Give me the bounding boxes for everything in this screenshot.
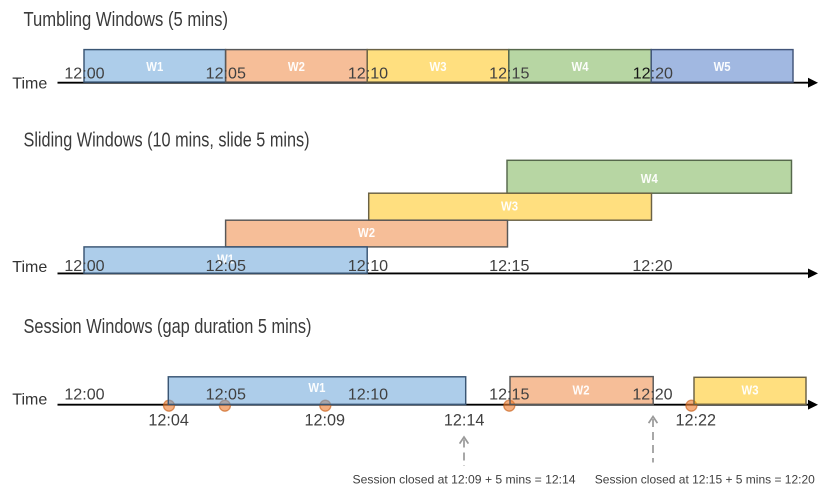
svg-text:Time: Time bbox=[12, 259, 47, 276]
svg-text::20: :20 bbox=[651, 65, 673, 83]
svg-text:Time: Time bbox=[12, 392, 47, 409]
svg-text:W5: W5 bbox=[714, 59, 731, 74]
svg-text:12:15: 12:15 bbox=[489, 257, 529, 275]
svg-text:12:14: 12:14 bbox=[444, 412, 485, 430]
svg-text:Time: Time bbox=[12, 75, 47, 92]
svg-text:12:05: 12:05 bbox=[206, 257, 246, 275]
svg-text:12:00: 12:00 bbox=[64, 386, 104, 404]
svg-text:W1: W1 bbox=[308, 380, 325, 395]
svg-text:12:00: 12:00 bbox=[64, 65, 104, 83]
svg-text:Tumbling Windows (5 mins): Tumbling Windows (5 mins) bbox=[24, 9, 229, 31]
svg-text:12:05: 12:05 bbox=[206, 386, 246, 404]
svg-text:W3: W3 bbox=[430, 59, 447, 74]
svg-text:Session closed at 12:15 + 5 mi: Session closed at 12:15 + 5 mins = 12:20 bbox=[595, 473, 816, 486]
svg-text:12:04: 12:04 bbox=[148, 412, 189, 430]
svg-text:W3: W3 bbox=[501, 199, 518, 214]
svg-text:W3: W3 bbox=[742, 382, 759, 397]
svg-text:12:20: 12:20 bbox=[632, 386, 672, 404]
svg-text:12:15: 12:15 bbox=[489, 386, 529, 404]
svg-text:12:10: 12:10 bbox=[348, 65, 388, 83]
svg-text:12:00: 12:00 bbox=[64, 257, 104, 275]
svg-text:12: 12 bbox=[633, 65, 651, 83]
svg-text:W1: W1 bbox=[217, 251, 234, 266]
svg-text:W1: W1 bbox=[146, 59, 163, 74]
svg-text:12:10: 12:10 bbox=[348, 386, 388, 404]
svg-text:12:10: 12:10 bbox=[348, 257, 388, 275]
svg-text:W4: W4 bbox=[641, 171, 659, 186]
svg-text:W2: W2 bbox=[288, 59, 305, 74]
svg-text:12:15: 12:15 bbox=[489, 65, 529, 83]
svg-text:W2: W2 bbox=[358, 225, 375, 240]
svg-text:12:22: 12:22 bbox=[675, 412, 716, 430]
svg-text:W4: W4 bbox=[572, 59, 590, 74]
svg-text:Session closed at 12:09 + 5 mi: Session closed at 12:09 + 5 mins = 12:14 bbox=[353, 473, 577, 486]
svg-text:Sliding Windows (10 mins, slid: Sliding Windows (10 mins, slide 5 mins) bbox=[24, 130, 310, 152]
svg-text:Session Windows (gap duration: Session Windows (gap duration 5 mins) bbox=[24, 316, 312, 338]
svg-text:W2: W2 bbox=[573, 382, 590, 397]
svg-text:12:09: 12:09 bbox=[305, 412, 346, 430]
svg-text:12:20: 12:20 bbox=[632, 257, 672, 275]
svg-text:12:05: 12:05 bbox=[206, 65, 246, 83]
